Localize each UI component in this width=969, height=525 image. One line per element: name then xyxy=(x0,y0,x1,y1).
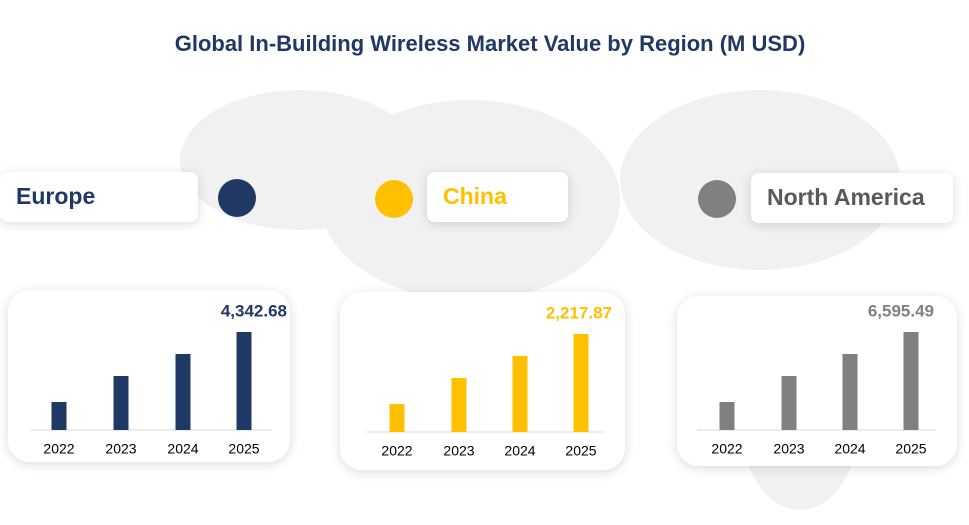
bar xyxy=(389,403,405,432)
bar xyxy=(113,375,129,430)
chart-card xyxy=(8,290,290,462)
bar xyxy=(781,376,797,430)
x-tick-label: 2025 xyxy=(228,441,259,457)
value-label: 2,217.87 xyxy=(546,303,612,322)
x-tick-label: 2023 xyxy=(105,441,136,457)
legend-pill xyxy=(427,172,568,222)
x-tick-label: 2025 xyxy=(565,443,596,459)
bar xyxy=(842,353,858,430)
bar xyxy=(236,332,252,430)
legend-pill xyxy=(751,173,953,223)
page-title: Global In-Building Wireless Market Value… xyxy=(175,31,806,56)
bar xyxy=(451,378,467,432)
bar xyxy=(51,401,67,430)
x-tick-label: 2022 xyxy=(43,441,74,457)
x-tick-label: 2022 xyxy=(711,441,742,457)
chart-card xyxy=(340,292,625,470)
bar xyxy=(719,402,735,430)
chart-card xyxy=(677,296,957,466)
legend-swatch xyxy=(218,179,256,217)
x-tick-label: 2022 xyxy=(381,443,412,459)
legend-pill xyxy=(0,172,198,222)
bar xyxy=(573,334,589,432)
x-tick-label: 2024 xyxy=(167,441,198,457)
bar xyxy=(512,355,528,432)
value-label: 4,342.68 xyxy=(221,301,287,320)
legend-swatch xyxy=(375,180,413,218)
legend-label: China xyxy=(443,183,507,209)
x-tick-label: 2023 xyxy=(443,443,474,459)
legend-label: North America xyxy=(767,184,925,210)
x-tick-label: 2024 xyxy=(504,443,535,459)
bar xyxy=(903,332,919,430)
bar xyxy=(175,353,191,430)
value-label: 6,595.49 xyxy=(868,301,934,320)
x-tick-label: 2024 xyxy=(834,441,865,457)
x-tick-label: 2023 xyxy=(773,441,804,457)
legend-swatch xyxy=(698,180,736,218)
x-tick-label: 2025 xyxy=(895,441,926,457)
legend-label: Europe xyxy=(16,183,95,209)
